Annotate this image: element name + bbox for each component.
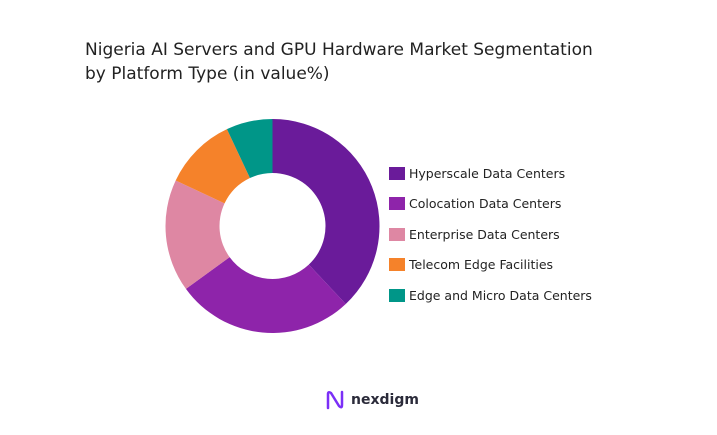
donut-slice-enterprise-data-centers bbox=[165, 180, 230, 289]
legend-item: Hyperscale Data Centers bbox=[389, 158, 592, 189]
legend: Hyperscale Data Centers Colocation Data C… bbox=[389, 158, 592, 311]
legend-swatch bbox=[389, 288, 405, 302]
legend-swatch bbox=[389, 197, 405, 211]
legend-label: Telecom Edge Facilities bbox=[409, 257, 554, 273]
legend-item: Telecom Edge Facilities bbox=[389, 250, 592, 281]
legend-swatch bbox=[389, 227, 405, 241]
legend-swatch bbox=[389, 258, 405, 272]
legend-item: Enterprise Data Centers bbox=[389, 219, 592, 250]
donut-slice-edge-and-micro-data-centers bbox=[226, 119, 273, 179]
legend-label: Enterprise Data Centers bbox=[409, 226, 560, 242]
donut-slice-colocation-data-centers bbox=[185, 257, 346, 333]
logo-text: nexdigm bbox=[351, 392, 419, 408]
legend-label: Colocation Data Centers bbox=[409, 196, 562, 212]
donut-slice-hyperscale-data-centers bbox=[272, 119, 380, 304]
chart-title: Nigeria AI Servers and GPU Hardware Mark… bbox=[85, 40, 593, 84]
legend-item: Edge and Micro Data Centers bbox=[389, 280, 592, 311]
legend-item: Colocation Data Centers bbox=[389, 189, 592, 220]
donut-slice-telecom-edge-facilities bbox=[175, 129, 250, 204]
legend-label: Edge and Micro Data Centers bbox=[409, 287, 592, 303]
legend-label: Hyperscale Data Centers bbox=[409, 165, 566, 181]
nexdigm-logo: nexdigm bbox=[325, 389, 419, 411]
legend-swatch bbox=[389, 166, 405, 180]
nexdigm-logo-icon bbox=[326, 390, 344, 410]
